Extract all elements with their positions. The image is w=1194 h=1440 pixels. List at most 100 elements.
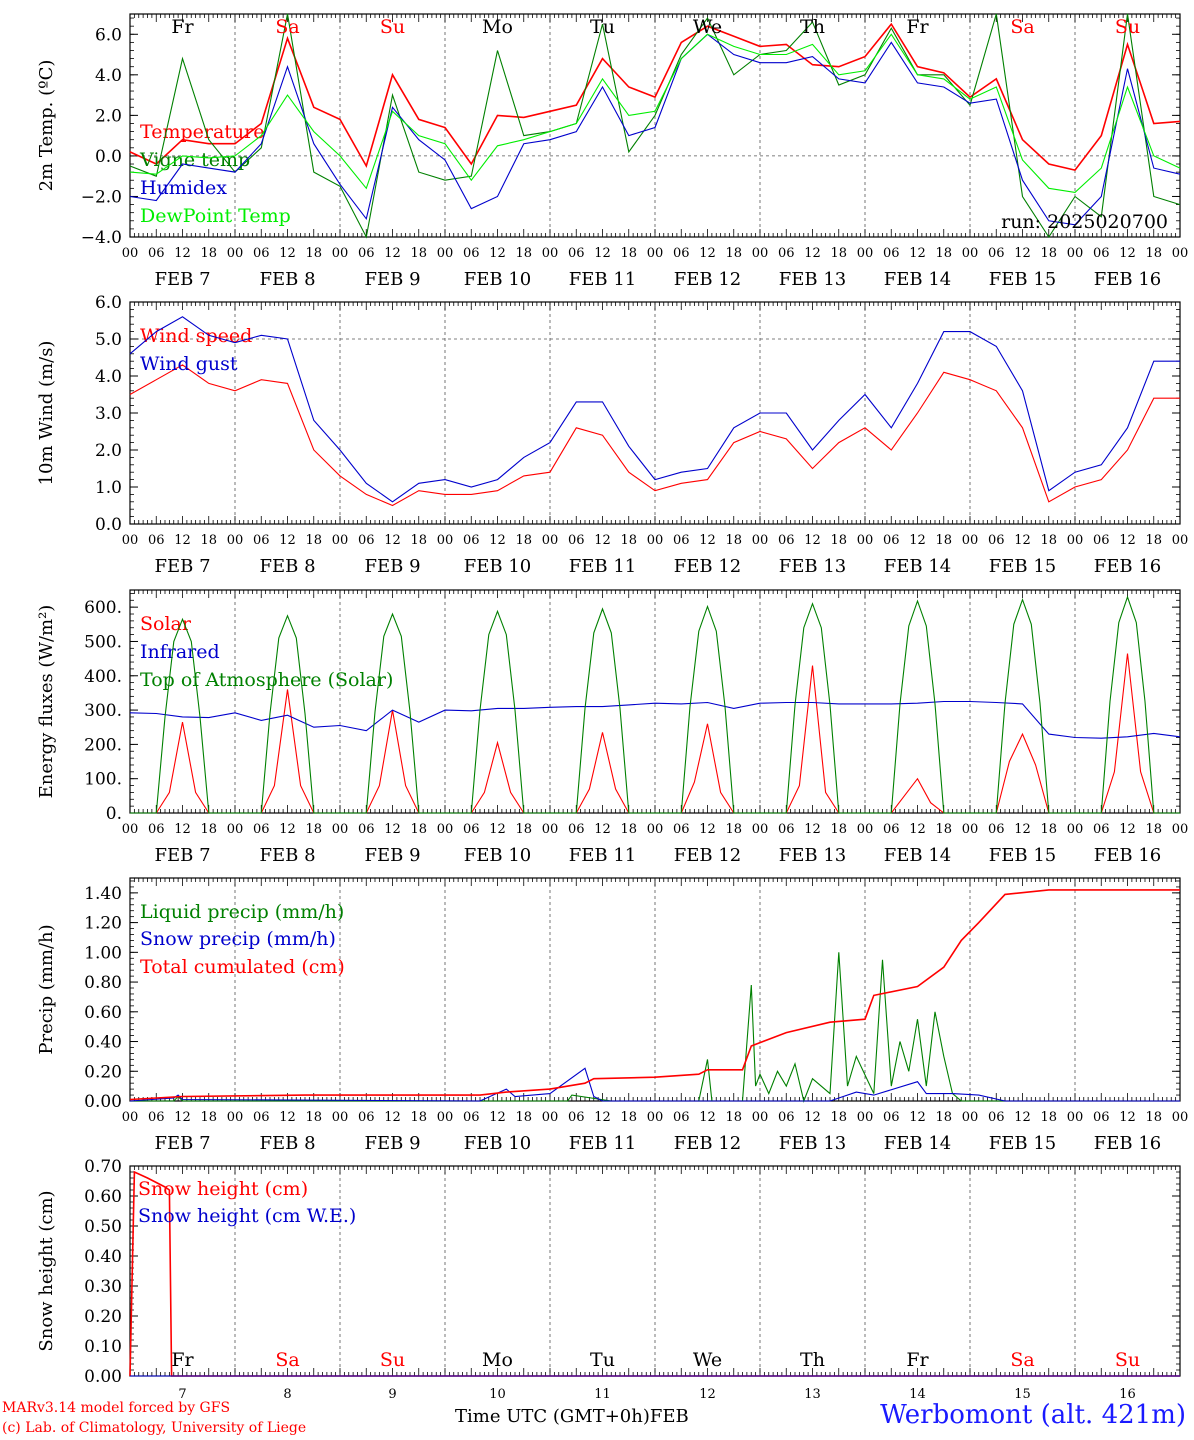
x-hour-label: 12 xyxy=(804,246,821,261)
x-hour-label: 06 xyxy=(253,1110,270,1125)
x-hour-label: 00 xyxy=(542,1110,559,1125)
x-hour-label: 18 xyxy=(830,822,847,837)
x-hour-label: 06 xyxy=(883,533,900,548)
day-number-label: 9 xyxy=(388,1387,396,1402)
x-hour-label: 18 xyxy=(410,1110,427,1125)
x-hour-label: 18 xyxy=(410,246,427,261)
x-axis-title-month: FEB xyxy=(649,1406,689,1427)
x-date-label: FEB 11 xyxy=(569,269,636,290)
day-of-week-label: Su xyxy=(380,16,405,38)
series-line-2-2 xyxy=(130,595,1180,814)
x-hour-label: 18 xyxy=(515,533,532,548)
x-hour-label: 12 xyxy=(279,533,296,548)
day-of-week-label: Th xyxy=(800,1349,825,1371)
x-hour-label: 18 xyxy=(305,1110,322,1125)
y-tick-label: 0.20 xyxy=(84,1307,122,1327)
x-hour-label: 12 xyxy=(174,246,191,261)
x-date-label: FEB 14 xyxy=(884,845,951,866)
x-hour-label: 12 xyxy=(909,822,926,837)
x-hour-label: 00 xyxy=(1067,1110,1084,1125)
x-hour-label: 12 xyxy=(804,1110,821,1125)
run-label: run: 2025020700 xyxy=(1001,211,1168,233)
x-hour-label: 18 xyxy=(1145,533,1162,548)
x-hour-label: 12 xyxy=(279,822,296,837)
y-axis-label: 10m Wind (m/s) xyxy=(36,341,57,486)
x-hour-label: 12 xyxy=(1119,822,1136,837)
legend-entry: DewPoint Temp xyxy=(140,205,291,227)
x-date-label: FEB 13 xyxy=(779,845,846,866)
x-hour-label: 18 xyxy=(830,246,847,261)
legend-entry: Liquid precip (mm/h) xyxy=(140,901,344,923)
x-hour-label: 12 xyxy=(174,822,191,837)
x-date-label: FEB 14 xyxy=(884,556,951,577)
x-date-label: FEB 9 xyxy=(364,845,420,866)
x-hour-label: 06 xyxy=(148,1110,165,1125)
day-of-week-label: Sa xyxy=(1010,16,1034,38)
y-tick-label: 4.0 xyxy=(95,66,122,86)
y-tick-label: 0. xyxy=(106,804,122,824)
series-line-2-1 xyxy=(129,700,1181,739)
x-hour-label: 00 xyxy=(437,822,454,837)
model-credit-line1: MARv3.14 model forced by GFS xyxy=(2,1400,231,1416)
x-hour-label: 00 xyxy=(542,246,559,261)
x-hour-label: 06 xyxy=(568,822,585,837)
x-hour-label: 18 xyxy=(410,533,427,548)
y-tick-label: 0.20 xyxy=(84,1062,122,1082)
x-hour-label: 00 xyxy=(962,1110,979,1125)
x-hour-label: 18 xyxy=(1145,246,1162,261)
x-hour-label: 06 xyxy=(673,246,690,261)
y-tick-label: 0.60 xyxy=(84,1003,122,1023)
x-hour-label: 12 xyxy=(1014,822,1031,837)
x-hour-label: 18 xyxy=(1040,533,1057,548)
x-date-label: FEB 7 xyxy=(154,269,210,290)
x-hour-label: 12 xyxy=(699,1110,716,1125)
x-date-label: FEB 13 xyxy=(779,1133,846,1154)
x-hour-label: 12 xyxy=(909,246,926,261)
x-hour-label: 18 xyxy=(935,246,952,261)
x-hour-label: 00 xyxy=(1067,533,1084,548)
x-hour-label: 00 xyxy=(857,822,874,837)
x-hour-label: 00 xyxy=(437,1110,454,1125)
x-hour-label: 00 xyxy=(752,246,769,261)
x-hour-label: 18 xyxy=(935,1110,952,1125)
x-hour-label: 00 xyxy=(647,1110,664,1125)
x-date-label: FEB 11 xyxy=(569,1133,636,1154)
day-of-week-label: Mo xyxy=(482,16,513,38)
x-hour-label: 06 xyxy=(778,1110,795,1125)
x-hour-label: 06 xyxy=(988,1110,1005,1125)
x-hour-label: 06 xyxy=(463,246,480,261)
y-tick-label: 0.0 xyxy=(95,515,122,535)
x-hour-label: 00 xyxy=(227,533,244,548)
x-hour-label: 18 xyxy=(830,1110,847,1125)
x-hour-label: 06 xyxy=(463,1110,480,1125)
x-hour-label: 06 xyxy=(988,822,1005,837)
x-date-label: FEB 12 xyxy=(674,845,741,866)
series-line-0-0 xyxy=(129,22,1181,171)
y-tick-label: 0.40 xyxy=(84,1247,122,1267)
x-hour-label: 12 xyxy=(489,246,506,261)
y-tick-label: 6.0 xyxy=(95,25,122,45)
x-hour-label: 12 xyxy=(699,822,716,837)
x-hour-label: 00 xyxy=(962,822,979,837)
x-hour-label: 12 xyxy=(279,1110,296,1125)
x-hour-label: 12 xyxy=(804,533,821,548)
y-tick-label: 0.40 xyxy=(84,1033,122,1053)
plot-frame xyxy=(129,13,1181,238)
day-of-week-label: Fr xyxy=(171,16,194,38)
series-line-3-0 xyxy=(130,952,1005,1103)
x-hour-label: 18 xyxy=(200,246,217,261)
x-hour-label: 12 xyxy=(1119,1110,1136,1125)
x-date-label: FEB 15 xyxy=(989,269,1056,290)
series-line-0-2 xyxy=(129,33,1181,226)
x-hour-label: 06 xyxy=(673,822,690,837)
legend-entry: Vigne temp xyxy=(139,149,250,171)
day-number-label: 7 xyxy=(178,1387,186,1402)
x-date-label: FEB 16 xyxy=(1094,556,1161,577)
x-date-label: FEB 12 xyxy=(674,269,741,290)
x-hour-label: 00 xyxy=(542,533,559,548)
x-hour-label: 00 xyxy=(752,822,769,837)
y-tick-label: 600. xyxy=(84,598,122,618)
x-hour-label: 12 xyxy=(594,822,611,837)
y-axis-label: 2m Temp. (ºC) xyxy=(36,60,57,192)
x-hour-label: 06 xyxy=(253,822,270,837)
